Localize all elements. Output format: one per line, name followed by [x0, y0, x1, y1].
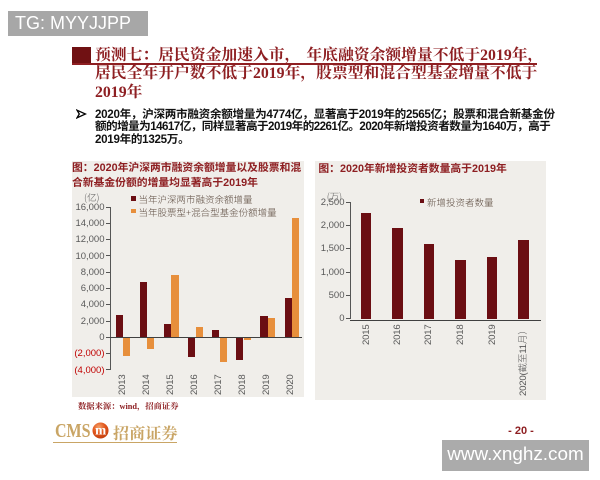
svg-text:m: m: [95, 423, 106, 438]
